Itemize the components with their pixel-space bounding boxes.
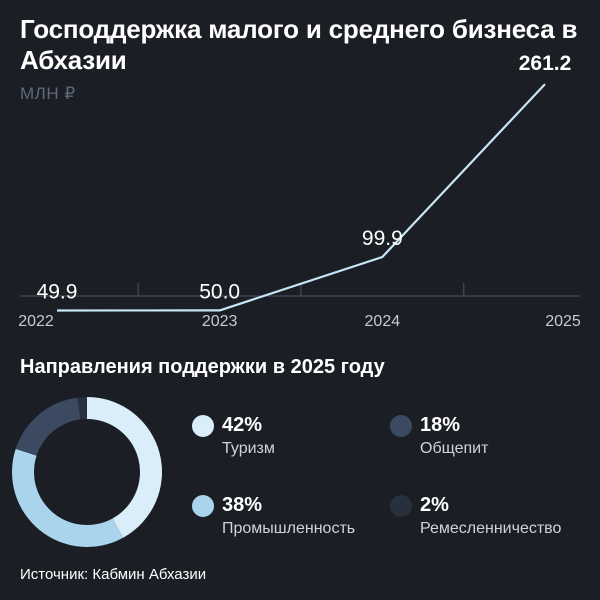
legend-label: Ремесленничество: [420, 520, 562, 537]
x-tick-label: 2023: [202, 313, 238, 330]
legend-swatch: [390, 415, 412, 437]
legend-label: Общепит: [420, 440, 489, 457]
legend-percent: 38%: [222, 494, 263, 516]
source-note: Источник: Кабмин Абхазии: [20, 566, 207, 583]
chart-title: Господдержка малого и среднего бизнеса в…: [20, 14, 578, 75]
legend-percent: 18%: [420, 414, 461, 436]
data-label: 99.9: [362, 227, 403, 250]
legend-label: Промышленность: [222, 520, 356, 537]
legend-label: Туризм: [222, 440, 275, 457]
data-label: 261.2: [519, 52, 572, 75]
donut-slice-ремесленничество: [77, 397, 87, 420]
series-line: [56, 83, 546, 312]
data-label: 49.9: [37, 281, 78, 304]
legend-percent: 2%: [420, 494, 449, 516]
section-title: Направления поддержки в 2025 году: [20, 356, 385, 378]
donut-slice-промышленность: [11, 448, 124, 548]
legend-percent: 42%: [222, 414, 263, 436]
donut-slice-туризм: [87, 397, 163, 538]
line-chart: 2022 2023 2024 2025 49.9 50.0 99.9 261.2: [18, 52, 581, 330]
x-tick-label: 2022: [18, 313, 54, 330]
donut-slice-общепит: [15, 397, 81, 456]
data-label: 50.0: [199, 280, 240, 303]
legend-swatch: [192, 415, 214, 437]
unit-label: МЛН ₽: [20, 84, 76, 103]
x-tick-label: 2025: [545, 313, 581, 330]
legend-swatch: [192, 495, 214, 517]
x-tick-label: 2024: [365, 313, 401, 330]
legend-swatch: [390, 495, 412, 517]
